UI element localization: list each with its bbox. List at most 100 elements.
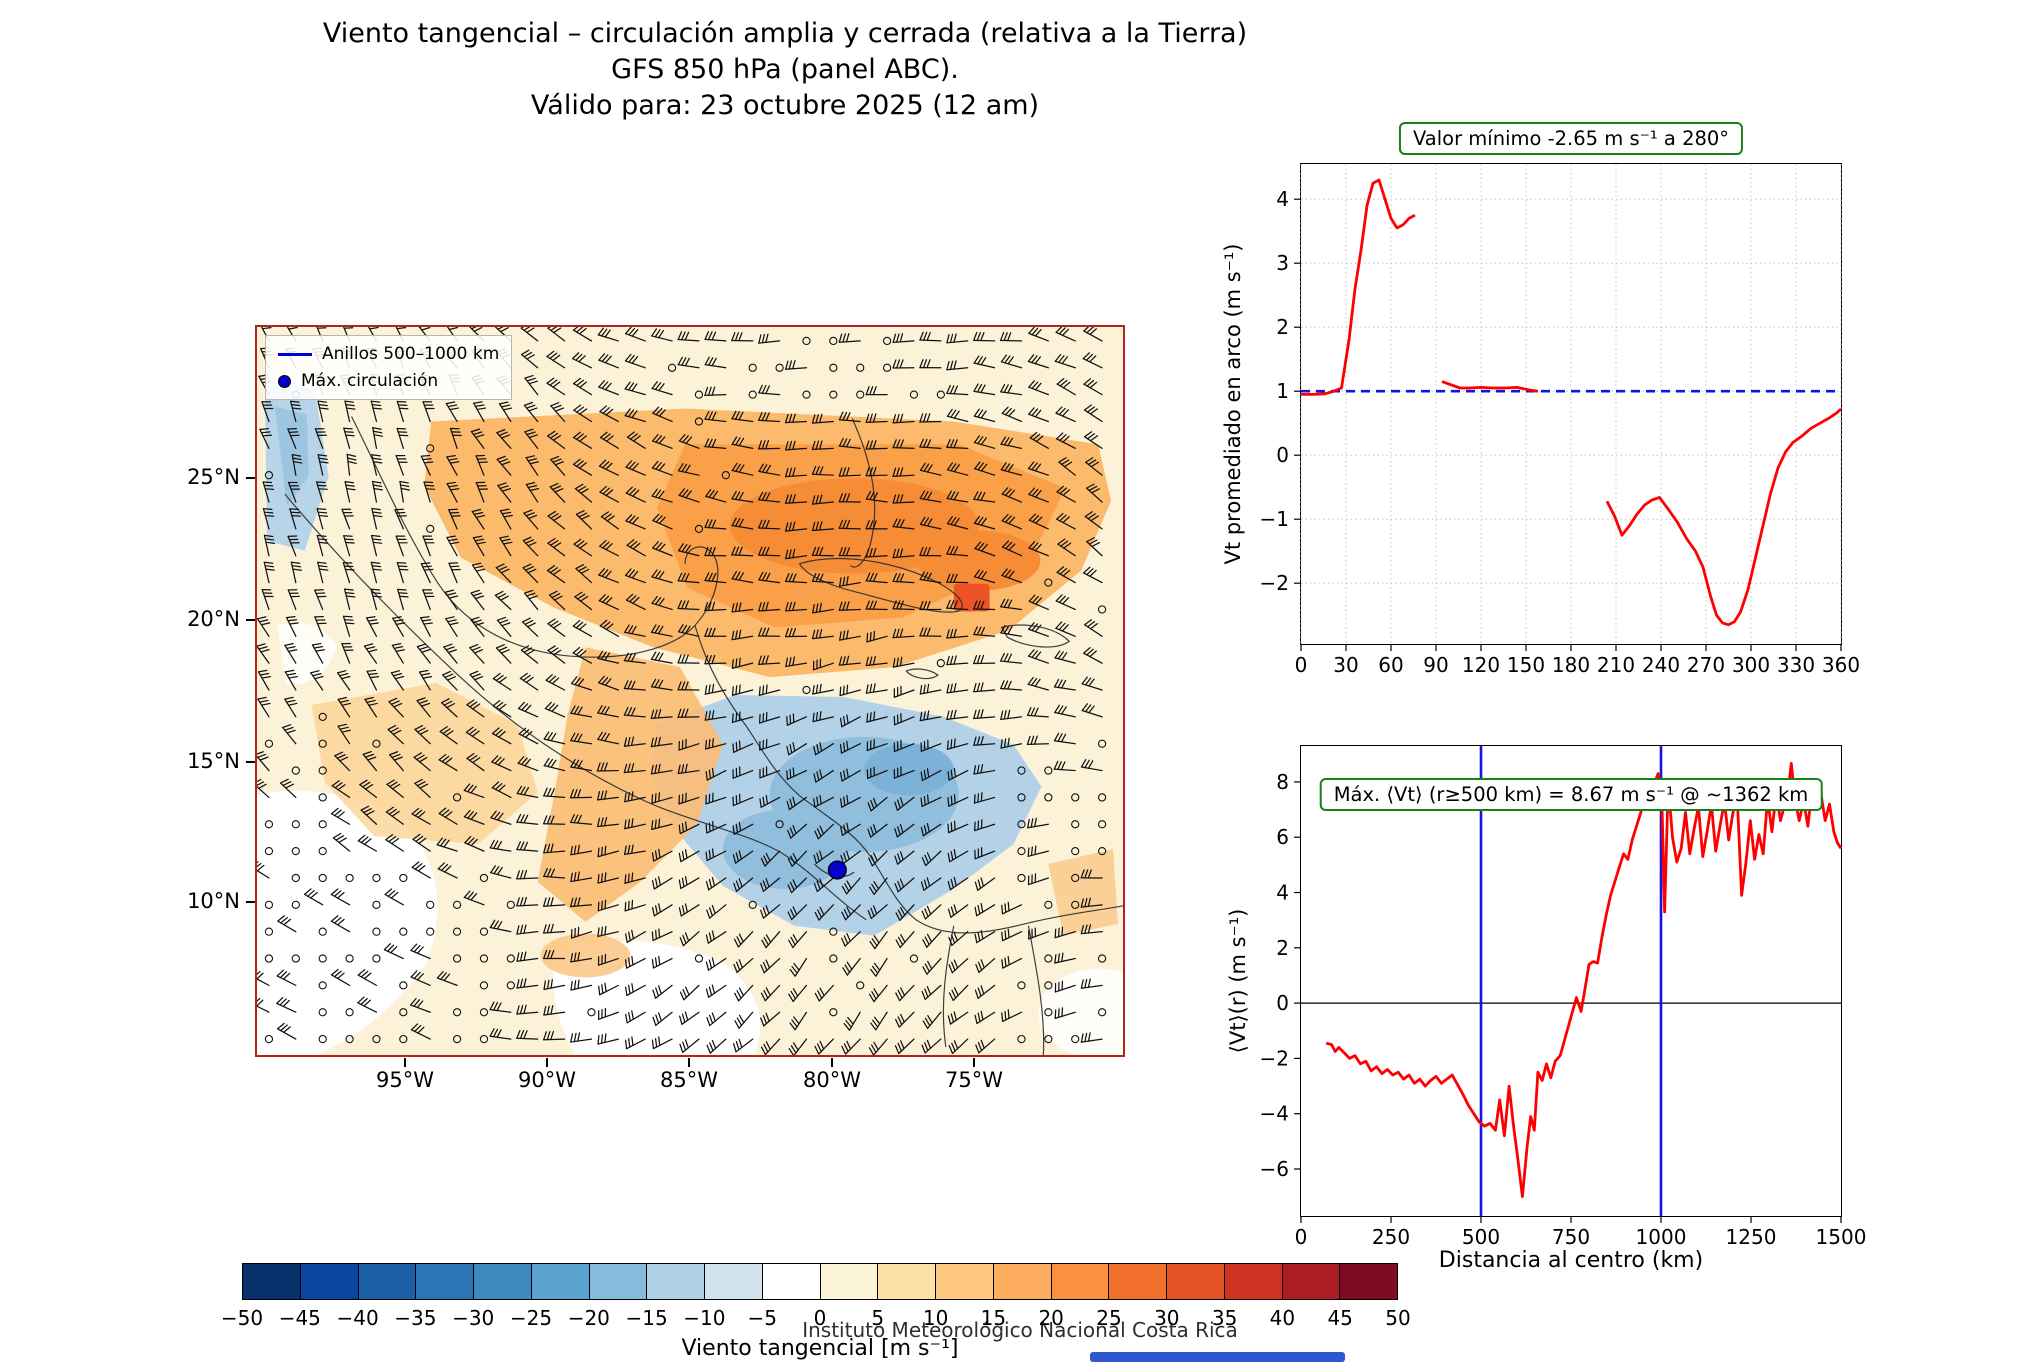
colorbar-tick-label: 30 — [1154, 1306, 1179, 1330]
clipped-blue-box — [1090, 1352, 1345, 1362]
legend-row-max: Máx. circulación — [278, 371, 499, 391]
colorbar-tick-label: 5 — [871, 1306, 884, 1330]
svg-text:0: 0 — [1276, 991, 1289, 1015]
svg-text:330: 330 — [1777, 653, 1815, 677]
svg-text:−6: −6 — [1260, 1157, 1289, 1181]
svg-text:0: 0 — [1295, 653, 1308, 677]
svg-text:2: 2 — [1276, 936, 1289, 960]
colorbar-cell — [590, 1264, 648, 1299]
colorbar-cell — [1109, 1264, 1167, 1299]
max-circulation-dot-icon — [278, 375, 291, 388]
colorbar-cell — [359, 1264, 417, 1299]
chart2-ylabel: ⟨Vt⟩(r) (m s⁻¹) — [1226, 909, 1250, 1054]
svg-text:4: 4 — [1276, 187, 1289, 211]
svg-text:30: 30 — [1333, 653, 1358, 677]
svg-text:90: 90 — [1423, 653, 1448, 677]
colorbar-tick-label: −35 — [394, 1306, 436, 1330]
svg-text:750: 750 — [1552, 1225, 1590, 1249]
colorbar-tick-label: 40 — [1270, 1306, 1295, 1330]
lon-label-75w: 75°W — [929, 1068, 1019, 1092]
max-circulation-marker — [828, 861, 846, 879]
colorbar-cell — [532, 1264, 590, 1299]
lat-label-10n: 10°N — [155, 889, 240, 913]
legend-row-rings: Anillos 500–1000 km — [278, 344, 499, 364]
lat-label-20n: 20°N — [155, 607, 240, 631]
map-lat-tick — [246, 619, 255, 621]
map-shading — [257, 382, 1123, 1055]
colorbar — [242, 1263, 1398, 1300]
svg-text:−4: −4 — [1260, 1102, 1289, 1126]
figure-title: Viento tangencial – circulación amplia y… — [0, 16, 1570, 124]
map-lat-tick — [246, 901, 255, 903]
colorbar-cell — [243, 1264, 301, 1299]
colorbar-tick-label: 20 — [1038, 1306, 1063, 1330]
colorbar-tick-label: −50 — [221, 1306, 263, 1330]
colorbar-cell — [474, 1264, 532, 1299]
svg-text:120: 120 — [1462, 653, 1500, 677]
svg-text:0: 0 — [1295, 1225, 1308, 1249]
svg-text:8: 8 — [1276, 770, 1289, 794]
colorbar-tick-label: 35 — [1212, 1306, 1237, 1330]
lat-label-15n: 15°N — [155, 749, 240, 773]
colorbar-cell — [301, 1264, 359, 1299]
colorbar-cell — [763, 1264, 821, 1299]
colorbar-cell — [1283, 1264, 1341, 1299]
colorbar-tick-label: 50 — [1385, 1306, 1410, 1330]
map-legend: Anillos 500–1000 km Máx. circulación — [265, 335, 512, 400]
map-canvas — [257, 327, 1123, 1055]
svg-text:300: 300 — [1732, 653, 1770, 677]
lon-label-90w: 90°W — [502, 1068, 592, 1092]
colorbar-tick-label: −30 — [452, 1306, 494, 1330]
colorbar-tick-label: 15 — [981, 1306, 1006, 1330]
colorbar-tick-label: 25 — [1096, 1306, 1121, 1330]
svg-text:250: 250 — [1372, 1225, 1410, 1249]
svg-text:−1: −1 — [1260, 507, 1289, 531]
svg-text:1: 1 — [1276, 379, 1289, 403]
colorbar-tick-label: −5 — [747, 1306, 776, 1330]
colorbar-tick-label: −45 — [279, 1306, 321, 1330]
svg-text:210: 210 — [1597, 653, 1635, 677]
svg-text:−2: −2 — [1260, 571, 1289, 595]
map-lat-tick — [246, 477, 255, 479]
svg-text:360: 360 — [1822, 653, 1860, 677]
svg-text:4: 4 — [1276, 881, 1289, 905]
lon-label-85w: 85°W — [644, 1068, 734, 1092]
svg-text:0: 0 — [1276, 443, 1289, 467]
colorbar-cell — [1340, 1264, 1397, 1299]
svg-text:1500: 1500 — [1816, 1225, 1867, 1249]
chart2-annotation: Máx. ⟨Vt⟩ (r≥500 km) = 8.67 m s⁻¹ @ ~136… — [1320, 778, 1823, 811]
map-lon-tick — [831, 1058, 833, 1067]
chart2-xlabel: Distancia al centro (km) — [1439, 1248, 1703, 1273]
colorbar-cell — [994, 1264, 1052, 1299]
map-lat-tick — [246, 761, 255, 763]
chart2-annotation-text: Máx. ⟨Vt⟩ (r≥500 km) = 8.67 m s⁻¹ @ ~136… — [1334, 783, 1809, 806]
title-line-2: GFS 850 hPa (panel ABC). — [0, 52, 1570, 88]
colorbar-tick-label: 10 — [923, 1306, 948, 1330]
map-lon-tick — [688, 1058, 690, 1067]
chart1-ylabel: Vt promediado en arco (m s⁻¹) — [1221, 244, 1245, 565]
colorbar-cell — [821, 1264, 879, 1299]
title-line-3: Válido para: 23 octubre 2025 (12 am) — [0, 88, 1570, 124]
colorbar-tick-label: −25 — [510, 1306, 552, 1330]
map-panel: Anillos 500–1000 km Máx. circulación — [255, 325, 1125, 1057]
max-circulation-label: Máx. circulación — [301, 371, 438, 391]
chart1-annotation: Valor mínimo -2.65 m s⁻¹ a 280° — [1399, 122, 1743, 155]
lon-label-95w: 95°W — [360, 1068, 450, 1092]
svg-text:1250: 1250 — [1726, 1225, 1777, 1249]
map-lon-tick — [546, 1058, 548, 1067]
colorbar-cell — [1052, 1264, 1110, 1299]
chart1-annotation-text: Valor mínimo -2.65 m s⁻¹ a 280° — [1413, 127, 1729, 150]
colorbar-tick-label: −10 — [683, 1306, 725, 1330]
svg-text:500: 500 — [1462, 1225, 1500, 1249]
colorbar-cell — [647, 1264, 705, 1299]
svg-text:150: 150 — [1507, 653, 1545, 677]
svg-text:6: 6 — [1276, 825, 1289, 849]
colorbar-cell — [878, 1264, 936, 1299]
map-lon-tick — [404, 1058, 406, 1067]
lat-label-25n: 25°N — [155, 465, 240, 489]
colorbar-tick-label: −20 — [568, 1306, 610, 1330]
svg-text:2: 2 — [1276, 315, 1289, 339]
colorbar-tick-label: 45 — [1327, 1306, 1352, 1330]
